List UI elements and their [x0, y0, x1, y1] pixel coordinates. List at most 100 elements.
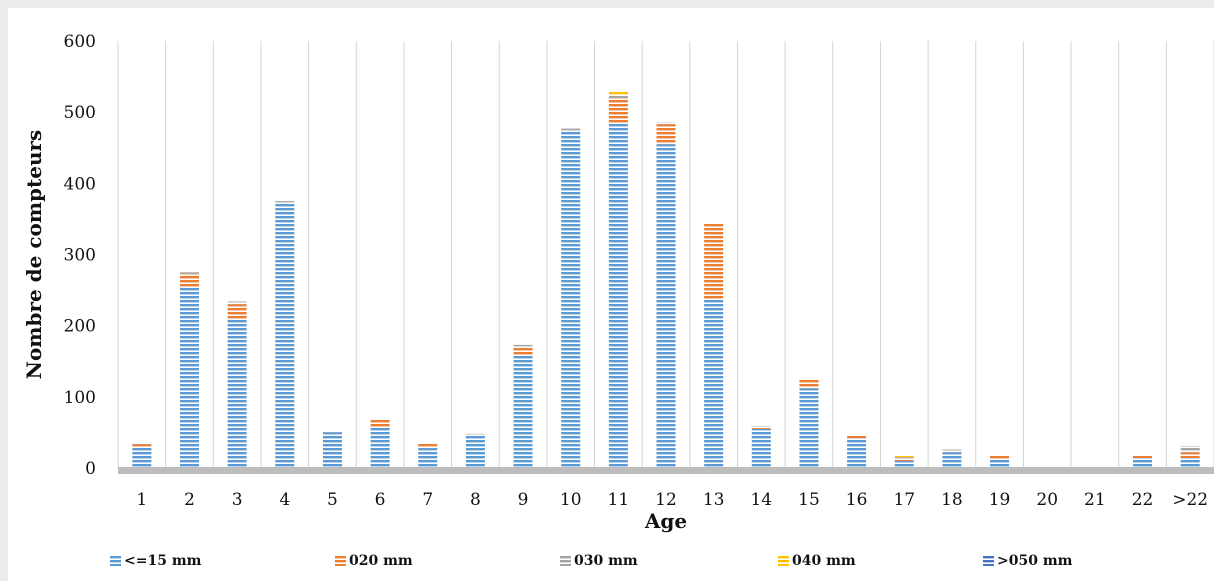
bar-15-mm-age-10	[561, 131, 581, 469]
bar-020-mm-age-11	[608, 97, 628, 123]
y-axis-title: Nombre de compteurs	[22, 130, 46, 380]
x-axis-ticks: 1 2 3 4 5 6 7 8 9 10 11 12 13 14 15 16 17 18 19 20 21 22 >22	[136, 490, 1208, 510]
bar-030-mm-age-9	[513, 344, 533, 348]
bar-15-mm-age-12	[656, 144, 676, 469]
bar-stack-age-16	[847, 434, 867, 468]
legend: <=15 mm 020 mm 030 mm 040 mm >050 mm	[110, 553, 1073, 569]
x-tick-label: 21	[1084, 490, 1106, 510]
bar-020-mm-age-16	[847, 435, 867, 439]
legend-swatch	[335, 555, 346, 566]
bar-030-mm-age-6	[370, 418, 390, 420]
x-tick-label: 5	[327, 490, 338, 510]
bar-stack-age-4	[275, 201, 295, 468]
legend-item-15-mm: <=15 mm	[110, 553, 202, 569]
bar-stack-age-22	[1133, 454, 1153, 468]
bar-030-mm-age-10	[561, 128, 581, 132]
x-tick-label: 2	[184, 490, 195, 510]
bar-15-mm-age-13	[704, 298, 724, 468]
bar-020-mm-age-9	[513, 347, 533, 356]
y-tick-label: 600	[64, 32, 96, 52]
x-tick-label: 15	[798, 490, 820, 510]
bar-15-mm-age-11	[608, 122, 628, 468]
x-axis-baseline	[118, 467, 1214, 474]
x-tick-label: 8	[470, 490, 481, 510]
bar-030-mm-age-8	[465, 433, 485, 435]
legend-swatch	[778, 555, 789, 566]
legend-item-050-mm: >050 mm	[983, 553, 1073, 569]
bar-15-mm-age-17	[894, 460, 914, 468]
bar-020-mm-age-15	[799, 379, 819, 389]
y-tick-label: 0	[85, 459, 96, 479]
bar-stack-age-19	[990, 455, 1010, 468]
bar-15-mm-age-16	[847, 438, 867, 468]
bar-stack-age-7	[418, 443, 438, 468]
legend-label: 020 mm	[349, 553, 413, 569]
bar-stack-age-18	[942, 449, 962, 468]
bar-030-mm-age-22	[1133, 454, 1153, 456]
x-tick-label: 11	[608, 490, 630, 510]
bar-15-mm-age-7	[418, 448, 438, 468]
bar-040-mm-age-17	[894, 455, 914, 458]
bar-030-mm-age-4	[275, 201, 295, 204]
x-tick-label: 4	[279, 490, 290, 510]
bar-020-mm-age-22	[1133, 455, 1153, 459]
bar-020-mm-age-12	[656, 124, 676, 145]
x-tick-label: 17	[893, 490, 915, 510]
bar-15-mm-age-4	[275, 203, 295, 468]
legend-label: >050 mm	[997, 553, 1073, 569]
bar-15-mm-age-18	[942, 452, 962, 468]
legend-swatch	[110, 555, 121, 566]
x-tick-label: 13	[703, 490, 725, 510]
bar-030-mm-age-16	[847, 434, 867, 436]
bar-020-mm-age-22	[1180, 452, 1200, 459]
bar-stack-age-14	[751, 426, 771, 468]
x-tick-label: 20	[1036, 490, 1058, 510]
bar-020-mm-age-17	[894, 459, 914, 461]
x-axis-title: Age	[644, 509, 687, 533]
bar-stack-age-12	[656, 122, 676, 469]
bar-030-mm-age-22	[1180, 445, 1200, 453]
y-tick-label: 400	[64, 174, 96, 194]
bar-040-mm-age-11	[608, 90, 628, 95]
bar-020-mm-age-1	[132, 444, 152, 447]
bar-15-mm-age-6	[370, 426, 390, 468]
y-tick-label: 300	[64, 246, 96, 266]
chart-panel: 0 100 200 300 400 500 600 1 2 3 4 5 6 7 8 9 10 11 12 13 14 1…	[8, 8, 1214, 581]
bar-030-mm-age-19	[990, 455, 1010, 456]
y-tick-label: 500	[64, 103, 96, 123]
bar-15-mm-age-15	[799, 388, 819, 468]
gridlines	[117, 41, 1214, 468]
legend-swatch	[983, 555, 994, 566]
legend-swatch	[560, 555, 571, 566]
x-tick-label: 10	[560, 490, 582, 510]
y-tick-label: 200	[64, 317, 96, 337]
bar-stack-age-5	[322, 431, 342, 468]
bar-020-mm-age-2	[179, 273, 199, 287]
bar-stack-age-1	[132, 443, 152, 468]
bar-15-mm-age-1	[132, 446, 152, 468]
x-tick-label: 1	[136, 490, 147, 510]
legend-item-040-mm: 040 mm	[778, 553, 856, 569]
legend-label: <=15 mm	[124, 553, 202, 569]
bar-stack-age-22	[1180, 445, 1200, 468]
bar-030-mm-age-2	[179, 272, 199, 274]
y-tick-label: 100	[64, 388, 96, 408]
x-tick-label: 22	[1132, 490, 1154, 510]
bar-15-mm-age-3	[227, 318, 247, 468]
bar-15-mm-age-8	[465, 434, 485, 468]
bar-020-mm-age-3	[227, 304, 247, 319]
x-tick-label: 16	[846, 490, 868, 510]
bar-stack-age-3	[227, 301, 247, 468]
bar-020-mm-age-13	[704, 223, 724, 299]
bar-stack-age-11	[608, 90, 628, 468]
bar-15-mm-age-22	[1133, 458, 1153, 468]
x-tick-label: 3	[232, 490, 243, 510]
bar-15-mm-age-19	[990, 459, 1010, 468]
bar-020-mm-age-7	[418, 443, 438, 449]
bar-15-mm-age-22	[1180, 458, 1200, 468]
bar-stack-age-10	[561, 128, 581, 469]
bar-15-mm-age-14	[751, 428, 771, 468]
bar-030-mm-age-14	[751, 426, 771, 427]
x-tick-label: 19	[989, 490, 1011, 510]
